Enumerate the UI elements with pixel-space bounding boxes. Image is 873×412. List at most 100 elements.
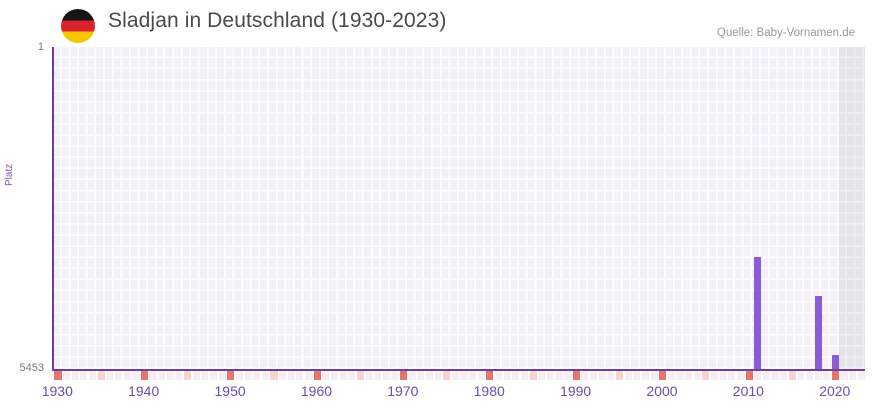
x-tick-mark-2020 [831,371,839,380]
x-tick-mark-2009 [736,371,744,380]
x-tick-mark-1933 [80,371,88,380]
x-tick-mark-1983 [512,371,520,380]
x-tick-mark-2019 [823,371,831,380]
x-tick-mark-1998 [641,371,649,380]
x-tick-mark-1958 [296,371,304,380]
x-tick-mark-1965 [356,371,364,380]
bar-2020[interactable] [831,354,839,370]
x-tick-mark-1934 [89,371,97,380]
x-tick-mark-1954 [261,371,269,380]
x-axis-label-1930: 1930 [41,383,73,399]
x-tick-mark-2013 [771,371,779,380]
x-tick-mark-1992 [590,371,598,380]
x-tick-mark-1937 [114,371,122,380]
x-tick-mark-1964 [348,371,356,380]
x-tick-mark-2014 [780,371,788,380]
x-tick-mark-1986 [538,371,546,380]
x-tick-mark-1978 [469,371,477,380]
x-tick-mark-2017 [806,371,814,380]
x-tick-mark-1993 [598,371,606,380]
x-tick-mark-1953 [253,371,261,380]
x-tick-mark-2007 [719,371,727,380]
horizontal-gridlines [53,47,865,370]
x-tick-mark-1971 [408,371,416,380]
x-tick-mark-1932 [71,371,79,380]
x-axis-label-1980: 1980 [473,383,505,399]
x-tick-mark-1991 [581,371,589,380]
x-tick-mark-1966 [365,371,373,380]
x-tick-mark-1967 [374,371,382,380]
x-tick-mark-1969 [391,371,399,380]
x-axis-label-1960: 1960 [300,383,333,399]
x-tick-mark-1999 [650,371,658,380]
x-tick-mark-1948 [209,371,218,380]
x-tick-mark-1963 [339,371,347,380]
x-tick-mark-1975 [443,371,451,380]
x-tick-mark-1945 [184,371,192,380]
x-tick-mark-2022 [849,371,857,380]
x-tick-mark-1943 [166,371,174,380]
x-tick-mark-1960 [313,371,321,380]
x-tick-mark-2016 [797,371,805,380]
x-tick-mark-1956 [279,371,287,380]
x-tick-mark-1985 [529,371,537,380]
x-tick-mark-2021 [840,371,848,380]
x-tick-mark-1976 [451,371,459,380]
x-tick-mark-2008 [728,371,736,380]
x-tick-mark-1949 [218,371,226,380]
x-tick-mark-1977 [460,371,468,380]
x-axis-label-1990: 1990 [560,383,592,399]
x-tick-mark-1935 [97,371,105,380]
page-title: Sladjan in Deutschland (1930-2023) [108,9,447,32]
bar-2018[interactable] [814,295,822,370]
x-tick-mark-1942 [158,371,166,380]
x-axis-label-1940: 1940 [128,383,160,399]
x-tick-mark-1941 [149,371,157,380]
future-period-shading [839,47,865,370]
x-tick-mark-1950 [227,371,235,380]
y-axis-tick-bottom: 5453 [19,362,44,374]
x-tick-mark-1989 [564,371,572,380]
x-tick-mark-1947 [201,371,209,380]
y-axis-tick-top: 1 [37,41,44,53]
x-axis-label-1950: 1950 [214,383,246,399]
x-tick-mark-2004 [693,371,701,380]
x-tick-mark-1938 [123,371,131,380]
x-tick-mark-2011 [754,371,762,380]
bar-2011[interactable] [754,256,762,370]
x-tick-mark-1972 [417,371,425,380]
x-tick-mark-2010 [745,371,753,380]
x-tick-mark-2005 [702,371,710,380]
x-tick-mark-2023 [857,371,865,380]
x-tick-mark-2000 [659,371,667,380]
x-tick-mark-1930 [54,371,62,380]
x-tick-mark-1961 [322,371,330,380]
x-tick-mark-1981 [495,371,503,380]
x-tick-mark-1931 [63,371,71,380]
x-tick-mark-2006 [710,371,719,380]
x-tick-mark-1939 [132,371,140,380]
x-tick-mark-1996 [624,371,632,380]
x-tick-mark-1987 [546,371,554,380]
x-tick-mark-1982 [503,371,511,380]
x-axis-label-2000: 2000 [646,383,678,399]
x-axis-label-2010: 2010 [732,383,764,399]
x-tick-mark-1968 [382,371,390,380]
x-axis-label-1970: 1970 [387,383,419,399]
chart-header: Sladjan in Deutschland (1930-2023) Quell… [0,0,873,46]
x-tick-mark-1944 [175,371,183,380]
x-tick-mark-2015 [788,371,796,380]
y-axis-line [52,47,54,371]
plot-area [53,47,865,370]
x-tick-mark-1974 [434,371,442,380]
x-axis-line [52,369,865,371]
x-tick-mark-1957 [287,371,295,380]
source-attribution: Quelle: Baby-Vornamen.de [716,27,855,39]
x-tick-mark-1955 [270,371,278,380]
x-tick-mark-1988 [555,371,563,380]
x-tick-mark-1952 [244,371,252,380]
x-tick-mark-1973 [425,371,433,380]
x-tick-mark-1990 [572,371,580,380]
x-tick-mark-1951 [235,371,243,380]
